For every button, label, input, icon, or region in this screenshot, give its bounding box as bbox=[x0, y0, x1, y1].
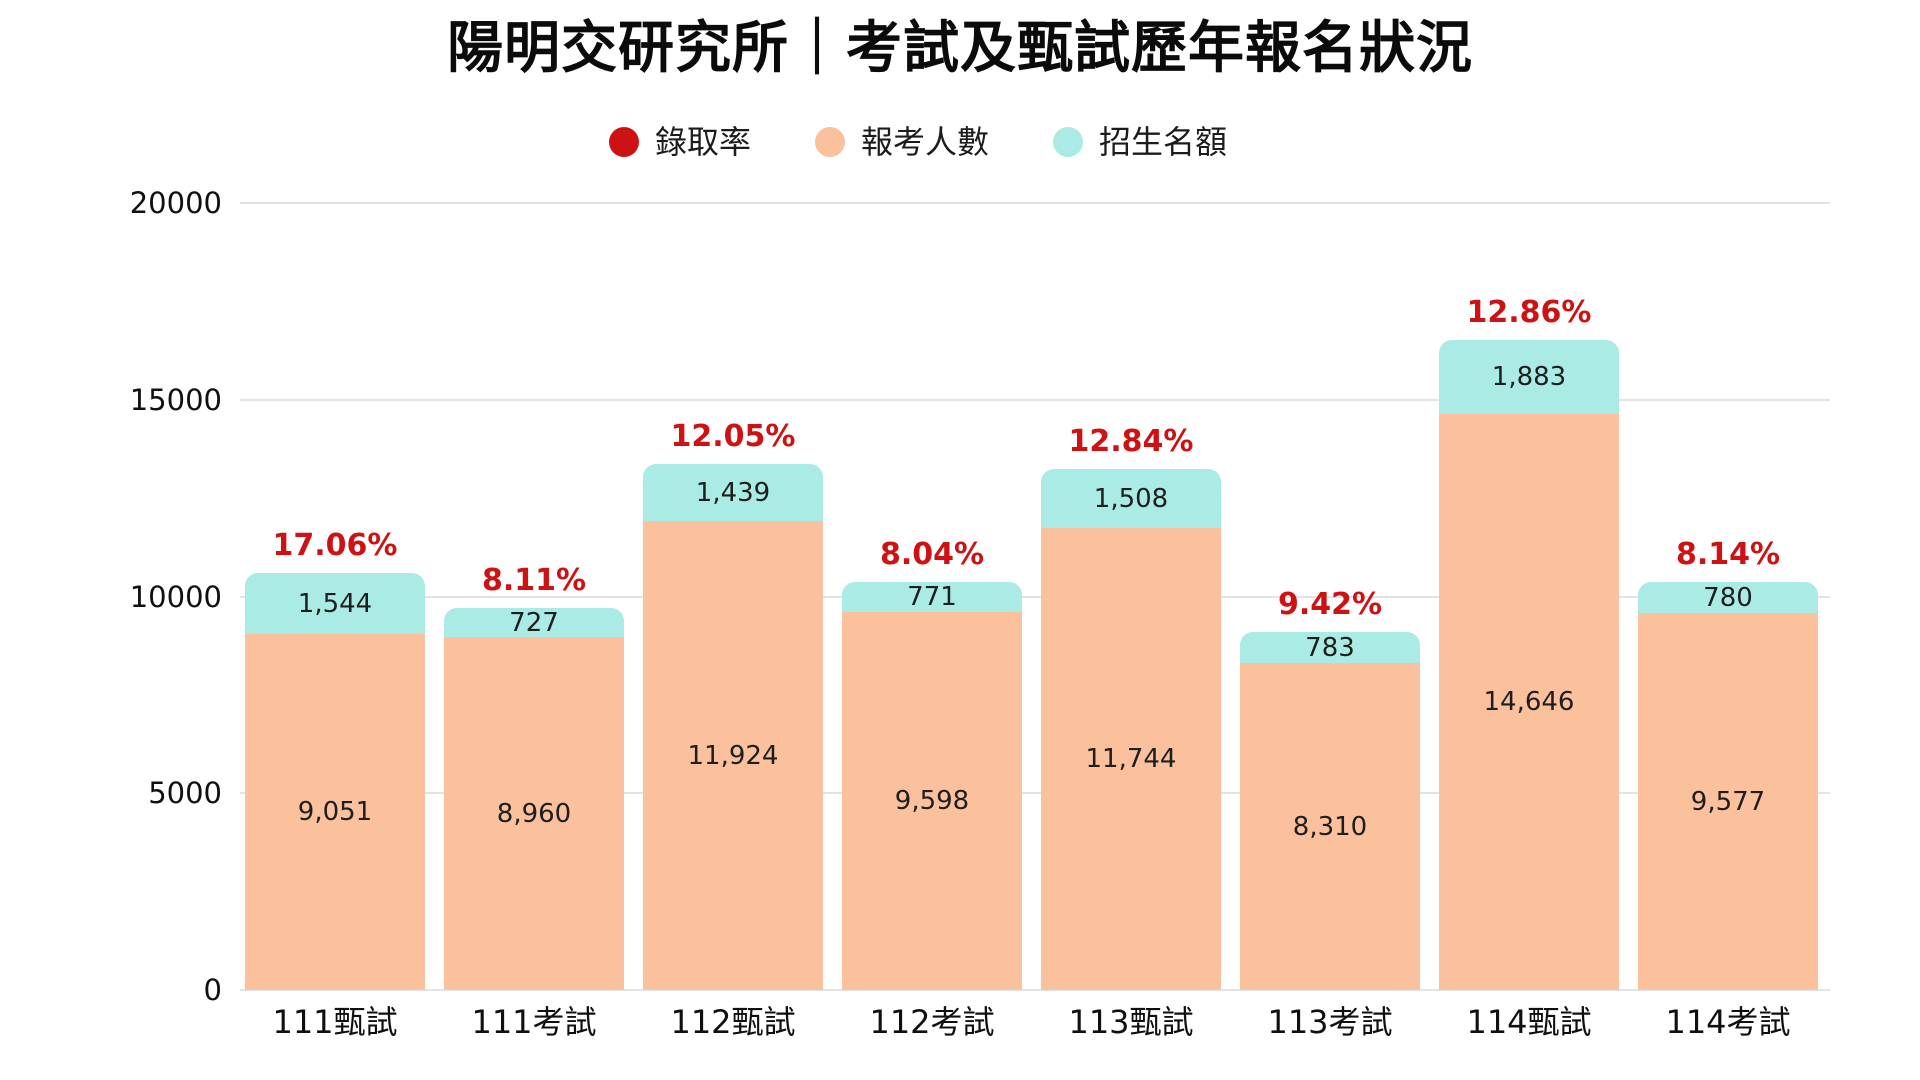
bar-segment-quota bbox=[1240, 632, 1420, 663]
bar-segment-applicants bbox=[1240, 663, 1420, 990]
chart-title: 陽明交研究所｜考試及甄試歷年報名狀況 bbox=[447, 16, 1473, 81]
bar-segment-applicants bbox=[1439, 414, 1619, 990]
bar-group: 1,883 14,646 12.86% bbox=[1439, 0, 1619, 990]
applicants-value-label: 11,924 bbox=[687, 740, 779, 771]
x-category-label: 111考試 bbox=[471, 1003, 597, 1041]
applicants-value-label: 9,598 bbox=[894, 786, 970, 816]
y-tick-label: 20000 bbox=[129, 186, 222, 220]
bar-segment-applicants bbox=[1041, 528, 1221, 990]
rate-label: 9.42% bbox=[1277, 587, 1383, 622]
bar-segment-applicants bbox=[1638, 613, 1818, 990]
gridline bbox=[240, 398, 1830, 401]
bar-group: 783 8,310 9.42% bbox=[1240, 0, 1420, 990]
legend-dot-icon bbox=[608, 127, 639, 157]
gridline bbox=[240, 792, 1830, 795]
y-tick-label: 5000 bbox=[148, 776, 222, 811]
gridline bbox=[240, 989, 1830, 991]
gridline bbox=[240, 202, 1830, 204]
legend-dot-icon bbox=[1053, 127, 1083, 157]
applicants-value-label: 14,646 bbox=[1483, 687, 1575, 717]
bar-group: 727 8,960 8.11% bbox=[444, 0, 624, 990]
bar-segment-quota bbox=[444, 608, 624, 637]
quota-value-label: 1,544 bbox=[297, 588, 373, 619]
bar-segment-quota bbox=[1638, 582, 1818, 613]
rate-label: 12.05% bbox=[670, 419, 796, 454]
x-category-label: 111甄試 bbox=[272, 1003, 398, 1041]
chart-legend: 錄取率 報考人數 招生名額 bbox=[0, 124, 1878, 160]
quota-value-label: 727 bbox=[509, 607, 559, 638]
applicants-value-label: 11,744 bbox=[1085, 744, 1177, 774]
bar-group: 1,508 11,744 12.84% bbox=[1041, 0, 1221, 990]
gridline bbox=[240, 595, 1830, 598]
y-tick-label: 10000 bbox=[129, 579, 222, 614]
bar-group: 771 9,598 8.04% bbox=[842, 0, 1022, 990]
applicants-value-label: 9,577 bbox=[1690, 786, 1766, 817]
rate-label: 8.14% bbox=[1675, 537, 1781, 572]
bar-group: 780 9,577 8.14% bbox=[1638, 0, 1818, 990]
bar-group: 1,439 11,924 12.05% bbox=[643, 0, 823, 990]
rate-label: 8.04% bbox=[879, 537, 985, 572]
quota-value-label: 771 bbox=[907, 582, 957, 612]
x-category-label: 114甄試 bbox=[1466, 1003, 1592, 1041]
bar-segment-applicants bbox=[842, 612, 1022, 990]
applicants-value-label: 9,051 bbox=[297, 797, 373, 827]
x-category-label: 114考試 bbox=[1665, 1003, 1791, 1041]
rate-label: 12.84% bbox=[1068, 424, 1194, 459]
bar-segment-quota bbox=[842, 582, 1022, 612]
quota-value-label: 780 bbox=[1703, 582, 1753, 613]
bar-segment-applicants bbox=[643, 521, 823, 990]
x-category-label: 112考試 bbox=[869, 1003, 995, 1041]
x-category-label: 113考試 bbox=[1267, 1003, 1393, 1041]
y-tick-label: 15000 bbox=[129, 382, 222, 417]
quota-value-label: 783 bbox=[1305, 632, 1355, 663]
applicants-value-label: 8,960 bbox=[496, 798, 572, 829]
legend-item: 報考人數 bbox=[814, 123, 989, 161]
legend-item: 招生名額 bbox=[1053, 124, 1227, 160]
x-category-label: 113甄試 bbox=[1068, 1003, 1194, 1041]
quota-value-label: 1,508 bbox=[1093, 483, 1169, 514]
bar-segment-quota bbox=[1439, 340, 1619, 414]
legend-item-label: 錄取率 bbox=[654, 123, 751, 161]
bar-segment-applicants bbox=[245, 634, 425, 990]
rate-label: 8.11% bbox=[481, 563, 587, 598]
x-category-label: 112甄試 bbox=[670, 1003, 796, 1041]
rate-label: 17.06% bbox=[272, 528, 398, 563]
y-tick-label: 0 bbox=[203, 973, 222, 1007]
bar-segment-applicants bbox=[444, 637, 624, 990]
rate-label: 12.86% bbox=[1466, 295, 1592, 330]
bar-segment-quota bbox=[643, 464, 823, 521]
bar-group: 1,544 9,051 17.06% bbox=[245, 0, 425, 990]
legend-dot-icon bbox=[814, 127, 845, 157]
legend-item-label: 報考人數 bbox=[860, 123, 989, 161]
legend-item: 錄取率 bbox=[608, 123, 751, 161]
quota-value-label: 1,439 bbox=[695, 477, 771, 508]
bar-segment-quota bbox=[1041, 469, 1221, 528]
legend-item-label: 招生名額 bbox=[1099, 123, 1228, 161]
bar-segment-quota bbox=[245, 573, 425, 634]
quota-value-label: 1,883 bbox=[1491, 362, 1567, 392]
applicants-value-label: 8,310 bbox=[1292, 811, 1368, 842]
